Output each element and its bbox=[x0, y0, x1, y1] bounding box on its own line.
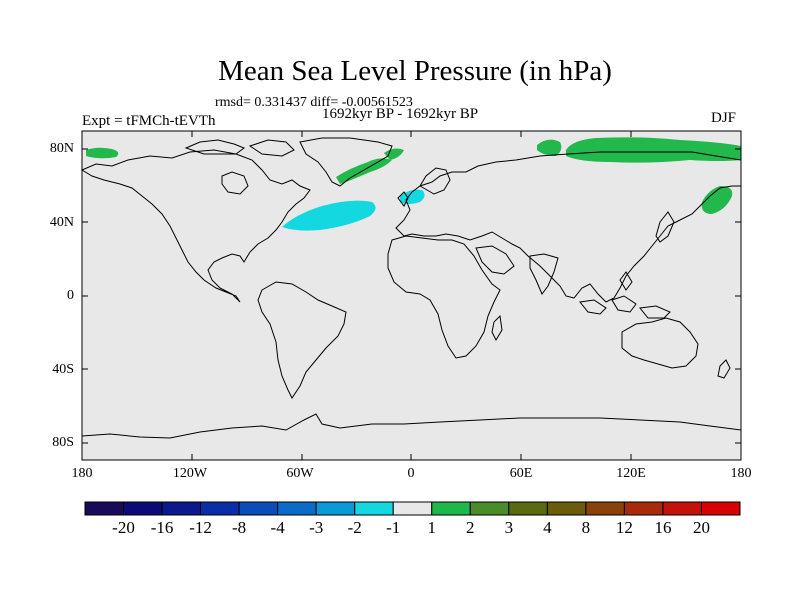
lat-label-80n: 80N bbox=[49, 141, 74, 156]
lat-label-0: 0 bbox=[67, 288, 74, 303]
anomaly-patch-pos bbox=[86, 147, 119, 159]
colorbar-label: 16 bbox=[654, 518, 672, 537]
stats-text: rmsd= 0.331437 diff= -0.00561523 bbox=[215, 95, 413, 110]
colorbar-label: 20 bbox=[692, 518, 710, 537]
colorbar-label: -12 bbox=[189, 518, 212, 537]
colorbar-label: -2 bbox=[347, 518, 362, 537]
lat-label-80s: 80S bbox=[52, 435, 74, 450]
colorbar-swatch bbox=[662, 501, 702, 516]
anomaly-patch-neg bbox=[282, 200, 376, 231]
coast-se-asia-islands bbox=[579, 271, 671, 319]
coast-british-isles bbox=[397, 191, 409, 207]
coast-greenland bbox=[299, 137, 393, 187]
lon-label-60e: 60E bbox=[509, 466, 533, 481]
lon-ticks bbox=[191, 131, 632, 460]
colorbar-swatch bbox=[585, 501, 625, 516]
colorbar-label: 2 bbox=[466, 518, 475, 537]
colorbar-swatch bbox=[161, 501, 202, 516]
colorbar-label: 12 bbox=[615, 518, 633, 537]
lon-label-0: 0 bbox=[407, 466, 415, 481]
lat-label-40n: 40N bbox=[49, 215, 74, 230]
anomaly-patch-pos bbox=[701, 186, 733, 214]
colorbar-label: -20 bbox=[112, 518, 135, 537]
lon-label-120e: 120E bbox=[616, 466, 646, 481]
coast-africa bbox=[387, 235, 501, 359]
anomaly-patch-pos bbox=[537, 139, 562, 156]
colorbar-label: 4 bbox=[543, 518, 552, 537]
colorbar-swatch bbox=[84, 501, 125, 516]
coast-eurasia bbox=[395, 151, 742, 303]
coast-hudson-bay bbox=[221, 171, 249, 195]
map-title: Mean Sea Level Pressure (in hPa) bbox=[218, 55, 612, 87]
season-text: DJF bbox=[711, 110, 737, 126]
colorbar bbox=[84, 501, 741, 516]
colorbar-swatch bbox=[354, 501, 394, 516]
coast-australia bbox=[621, 317, 699, 369]
experiment-text: Expt = tFMCh-tEVTh bbox=[82, 113, 216, 129]
map-background bbox=[82, 131, 741, 460]
colorbar-swatch bbox=[277, 501, 317, 516]
lon-label-180w: 180 bbox=[71, 466, 93, 481]
colorbar-label: 3 bbox=[504, 518, 514, 537]
lon-label-60w: 60W bbox=[286, 466, 314, 481]
colorbar-label: -4 bbox=[270, 518, 285, 537]
anomaly-patch-pos bbox=[566, 137, 741, 163]
coast-new-zealand bbox=[717, 359, 731, 379]
colorbar-swatch bbox=[123, 501, 163, 516]
lon-label-120w: 120W bbox=[172, 466, 208, 481]
coastlines bbox=[80, 137, 742, 439]
colorbar-label: -1 bbox=[386, 518, 401, 537]
coast-madagascar bbox=[491, 314, 503, 342]
colorbar-swatch bbox=[238, 501, 279, 516]
colorbar-swatch bbox=[469, 501, 510, 516]
coast-antarctica bbox=[81, 413, 742, 439]
colorbar-swatch bbox=[431, 501, 471, 516]
lat-label-40s: 40S bbox=[52, 362, 74, 377]
colorbar-swatch bbox=[508, 501, 548, 516]
colorbar-label: -3 bbox=[309, 518, 324, 537]
colorbar-swatch bbox=[200, 501, 240, 516]
coast-japan bbox=[655, 211, 675, 243]
lat-ticks bbox=[82, 148, 741, 444]
colorbar-swatch bbox=[546, 501, 587, 516]
anomaly-patch-pos bbox=[384, 148, 404, 160]
colorbar-label: -16 bbox=[150, 518, 174, 537]
coast-south-america bbox=[257, 281, 347, 399]
colorbar-label: -8 bbox=[232, 518, 247, 537]
coast-north-america bbox=[80, 149, 311, 303]
lon-label-180e: 180 bbox=[730, 466, 752, 481]
colorbar-swatch bbox=[315, 501, 356, 516]
period-text: 1692kyr BP - 1692kyr BP bbox=[322, 106, 479, 122]
coast-scandinavia bbox=[419, 167, 451, 195]
colorbar-swatch bbox=[623, 501, 664, 516]
colorbar-swatch bbox=[392, 501, 433, 516]
coast-arctic-islands bbox=[184, 139, 295, 157]
colorbar-label: 1 bbox=[427, 518, 437, 537]
colorbar-label: 8 bbox=[581, 518, 591, 537]
coast-india bbox=[529, 253, 559, 295]
colorbar-swatch bbox=[700, 501, 741, 516]
coast-arabia bbox=[475, 245, 515, 275]
